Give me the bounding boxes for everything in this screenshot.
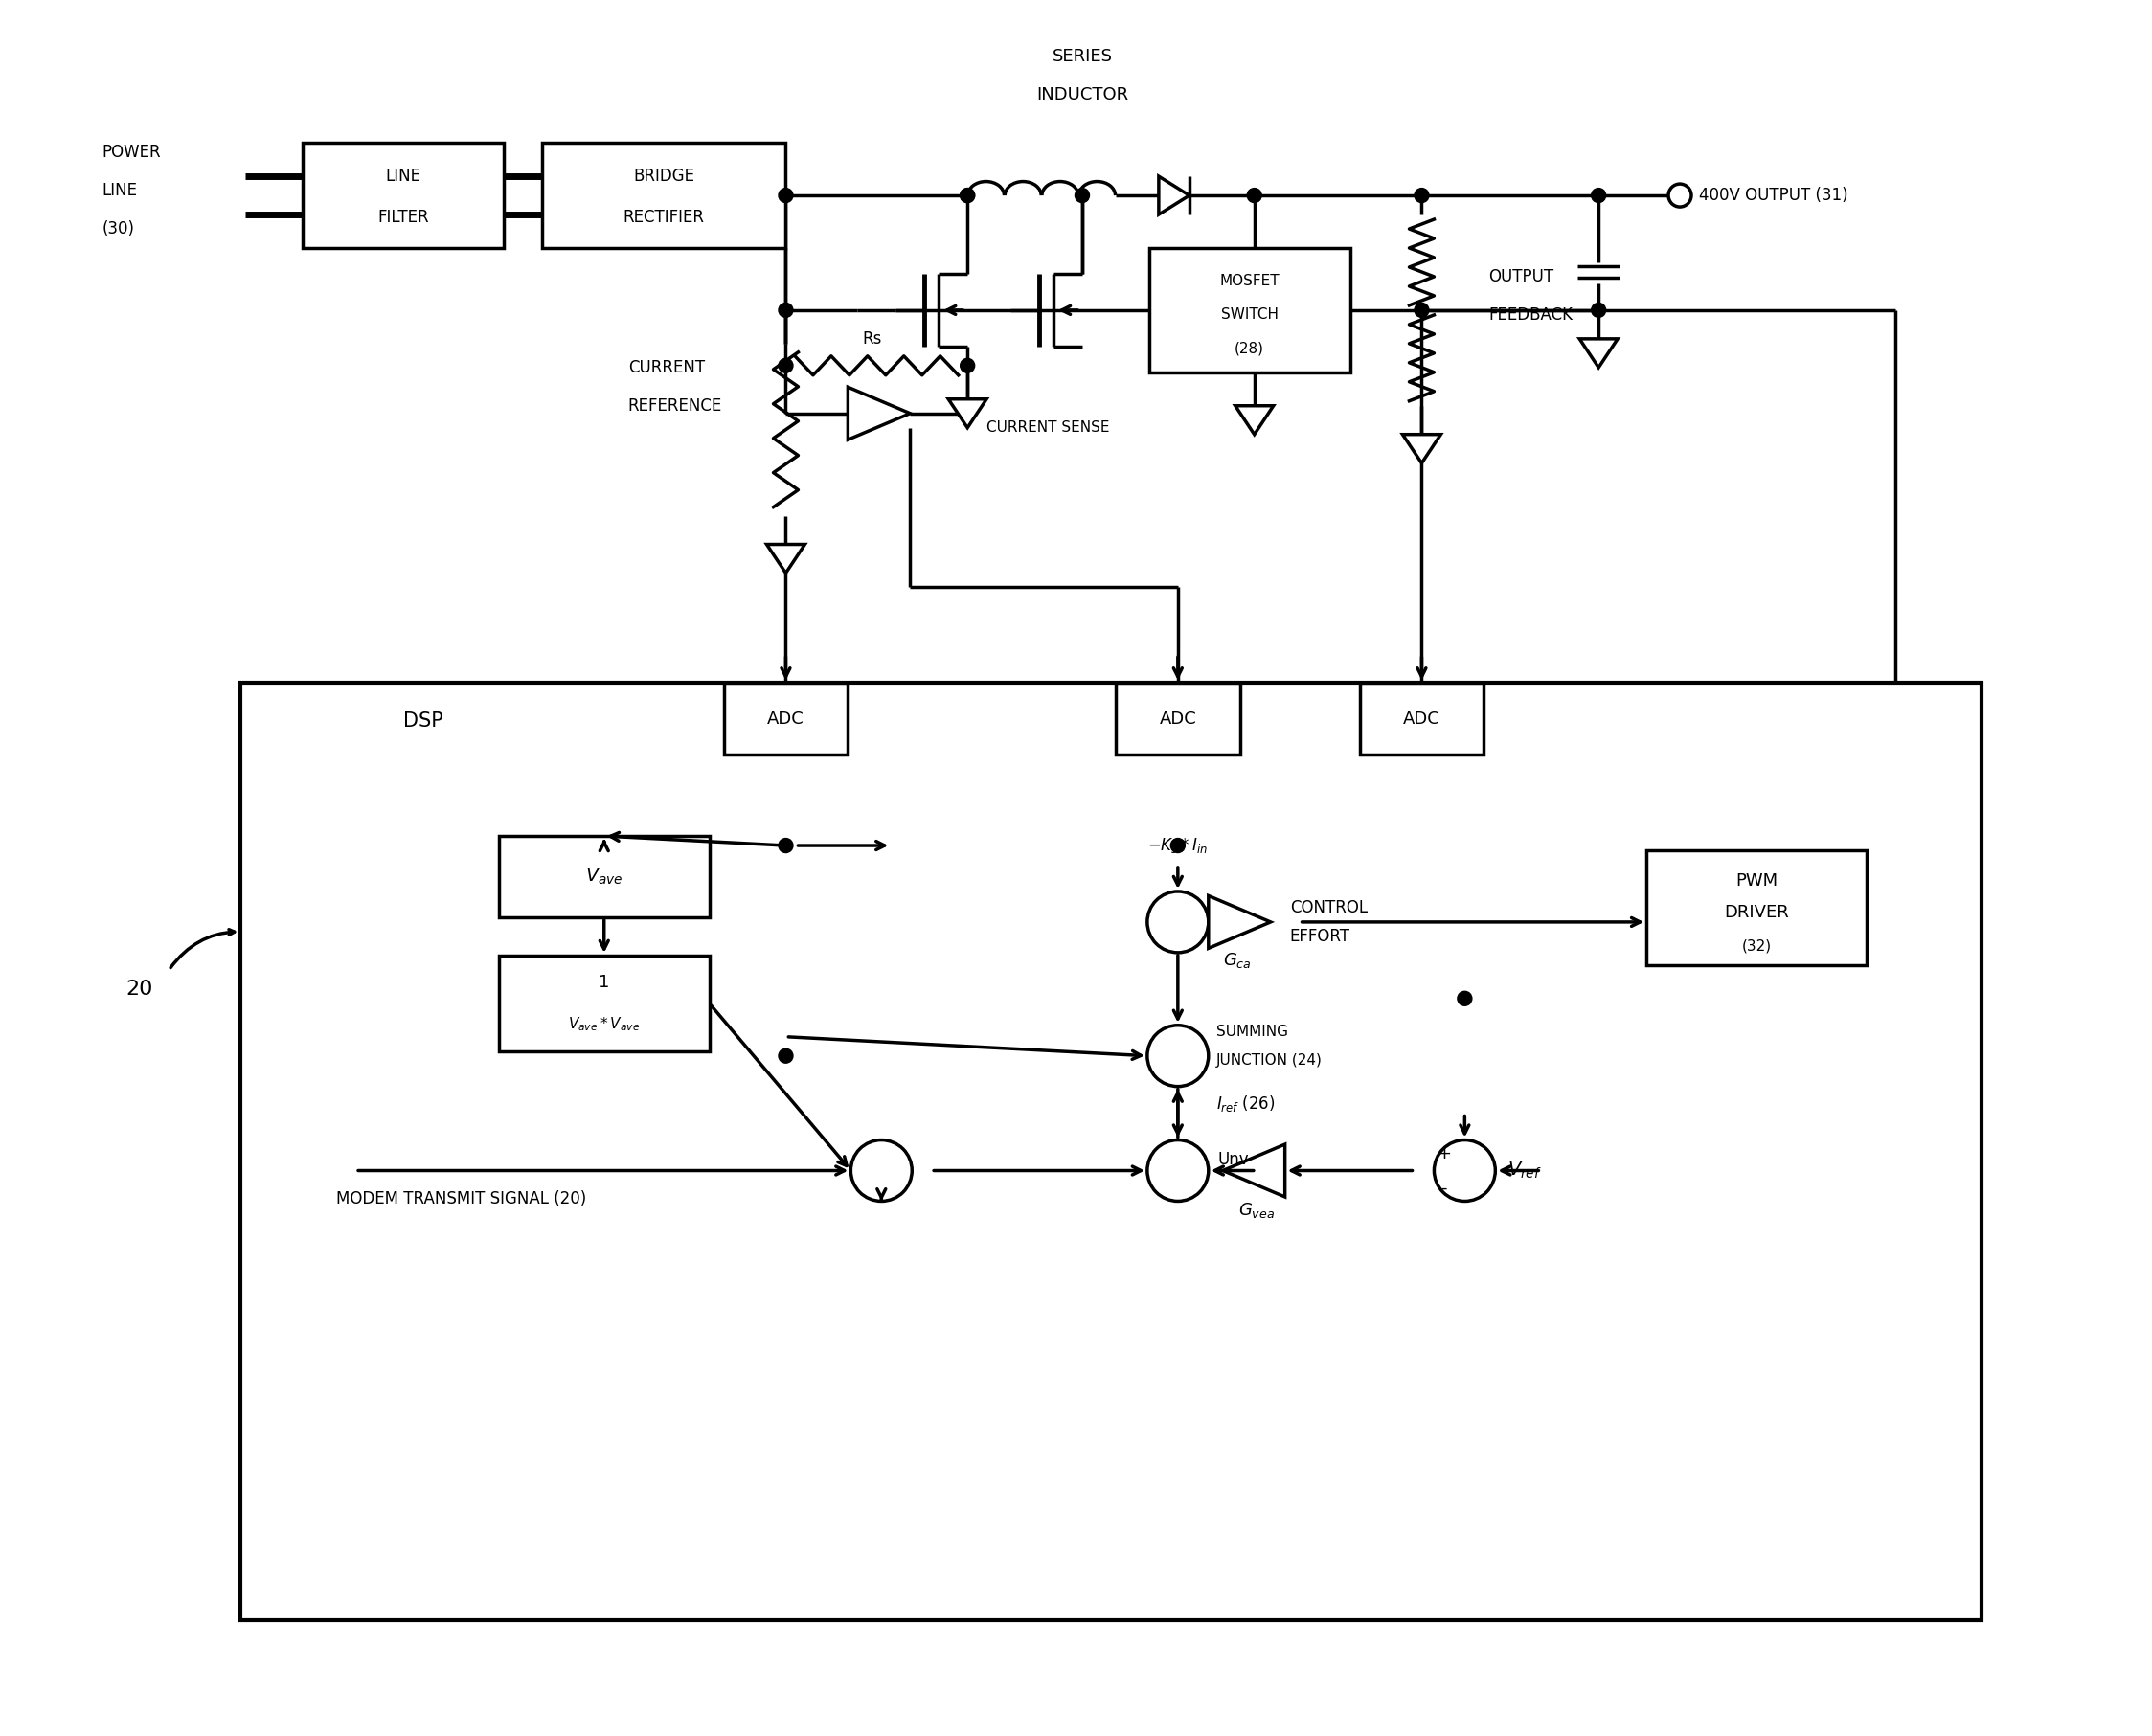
Text: Unv: Unv — [1218, 1151, 1250, 1168]
Text: $-K_s*I_{in}$: $-K_s*I_{in}$ — [1147, 837, 1207, 856]
Text: JUNCTION (24): JUNCTION (24) — [1216, 1054, 1321, 1068]
Circle shape — [1592, 304, 1605, 318]
Circle shape — [1433, 1141, 1496, 1201]
Text: MODEM TRANSMIT SIGNAL (20): MODEM TRANSMIT SIGNAL (20) — [336, 1191, 587, 1208]
Bar — [1149, 248, 1349, 372]
Circle shape — [779, 304, 792, 318]
Text: SWITCH: SWITCH — [1220, 307, 1278, 323]
Bar — [241, 682, 1982, 1620]
Circle shape — [779, 1049, 792, 1062]
Bar — [1646, 851, 1866, 965]
Bar — [1115, 682, 1240, 755]
Text: PWM: PWM — [1735, 871, 1778, 889]
Text: BRIDGE: BRIDGE — [633, 168, 695, 186]
Text: RECTIFIER: RECTIFIER — [624, 208, 704, 226]
Text: $I_{ref}$ (26): $I_{ref}$ (26) — [1216, 1094, 1274, 1115]
Text: LINE: LINE — [385, 168, 422, 186]
Text: MOSFET: MOSFET — [1220, 274, 1280, 288]
Circle shape — [1076, 187, 1089, 203]
Circle shape — [960, 358, 975, 373]
Polygon shape — [1209, 896, 1270, 948]
Text: FEEDBACK: FEEDBACK — [1489, 306, 1573, 323]
Circle shape — [1414, 187, 1429, 203]
Circle shape — [779, 838, 792, 852]
Text: $V_{ave}*V_{ave}$: $V_{ave}*V_{ave}$ — [568, 1016, 639, 1033]
Circle shape — [1171, 838, 1186, 852]
Polygon shape — [766, 545, 805, 573]
Text: DSP: DSP — [402, 712, 443, 731]
Polygon shape — [1222, 1144, 1285, 1196]
Text: $G_{ca}$: $G_{ca}$ — [1222, 951, 1252, 970]
Text: (28): (28) — [1235, 342, 1265, 356]
Text: $V_{ave}$: $V_{ave}$ — [585, 866, 624, 887]
Bar — [303, 142, 504, 248]
Circle shape — [779, 187, 792, 203]
Polygon shape — [1235, 406, 1274, 434]
Text: SUMMING: SUMMING — [1216, 1024, 1287, 1040]
Bar — [723, 682, 848, 755]
Circle shape — [1414, 304, 1429, 318]
Text: ADC: ADC — [1160, 710, 1197, 727]
Text: EFFORT: EFFORT — [1289, 927, 1349, 944]
Text: POWER: POWER — [101, 144, 161, 161]
Circle shape — [960, 187, 975, 203]
Circle shape — [779, 358, 792, 373]
Text: CURRENT SENSE: CURRENT SENSE — [986, 420, 1110, 436]
Text: +: + — [1438, 1144, 1450, 1161]
Text: ADC: ADC — [768, 710, 805, 727]
Text: INDUCTOR: INDUCTOR — [1035, 87, 1128, 104]
Polygon shape — [1580, 339, 1618, 368]
Circle shape — [850, 1141, 912, 1201]
Circle shape — [1457, 991, 1472, 1005]
Text: 400V OUTPUT (31): 400V OUTPUT (31) — [1698, 187, 1849, 205]
Text: DRIVER: DRIVER — [1724, 904, 1788, 922]
Text: (32): (32) — [1741, 939, 1771, 953]
Text: CURRENT: CURRENT — [628, 359, 704, 377]
Polygon shape — [949, 399, 986, 427]
Bar — [499, 955, 710, 1050]
Text: 1: 1 — [598, 974, 609, 991]
Bar — [1360, 682, 1485, 755]
Text: ADC: ADC — [1403, 710, 1440, 727]
Text: -: - — [1440, 1179, 1446, 1196]
Circle shape — [1668, 184, 1691, 207]
Circle shape — [1248, 187, 1261, 203]
Text: $V_{ref}$: $V_{ref}$ — [1509, 1160, 1543, 1180]
Text: CONTROL: CONTROL — [1289, 899, 1367, 917]
Text: (30): (30) — [101, 220, 136, 238]
Text: $G_{vea}$: $G_{vea}$ — [1237, 1201, 1274, 1220]
Polygon shape — [848, 387, 910, 439]
Circle shape — [1147, 1141, 1209, 1201]
Bar — [542, 142, 785, 248]
Polygon shape — [1403, 434, 1442, 464]
Text: REFERENCE: REFERENCE — [628, 398, 723, 415]
Text: OUTPUT: OUTPUT — [1489, 267, 1554, 285]
Text: FILTER: FILTER — [377, 208, 428, 226]
Text: SERIES: SERIES — [1052, 49, 1113, 66]
Circle shape — [1592, 187, 1605, 203]
Circle shape — [1147, 1026, 1209, 1087]
Text: LINE: LINE — [101, 182, 138, 200]
Text: Rs: Rs — [863, 330, 882, 347]
Bar — [499, 837, 710, 917]
Circle shape — [1147, 891, 1209, 953]
Circle shape — [960, 187, 975, 203]
Polygon shape — [1158, 177, 1190, 215]
Text: 20: 20 — [127, 979, 153, 998]
